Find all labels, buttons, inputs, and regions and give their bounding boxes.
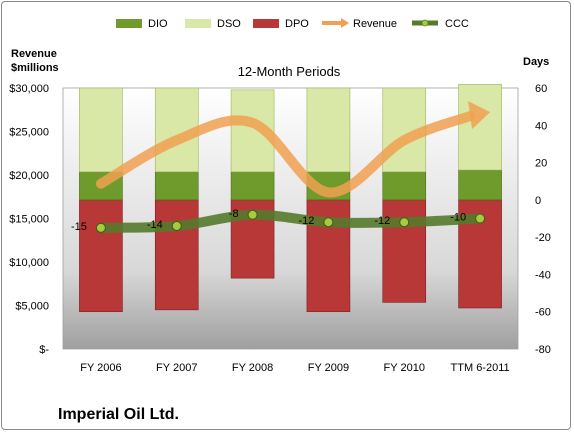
bar-dio (230, 171, 275, 201)
y-right-tick-label: -60 (535, 307, 551, 319)
ccc-point (475, 213, 486, 224)
revenue-series (95, 101, 491, 198)
y-left-tick-label: $5,000 (15, 301, 49, 313)
ccc-data-label: -8 (229, 208, 239, 220)
y-left-tick-label: $10,000 (9, 257, 49, 269)
x-axis-categories: FY 2006 FY 2007 FY 2008 FY 2009 FY 2010 TTM 6… (80, 362, 509, 374)
chart-title: 12-Month Periods (238, 64, 341, 79)
bar-series (79, 83, 502, 313)
bar-dso (79, 87, 123, 173)
y-axis-left-ticks: $- $5,000 $10,000 $15,000 $20,000 $25,000 $30,… (9, 83, 49, 356)
bar-dio (458, 169, 502, 201)
ccc-point (323, 217, 334, 228)
ccc-data-label: -14 (147, 219, 163, 231)
ccc-point (171, 220, 182, 231)
ccc-point (247, 209, 258, 220)
ccc-data-label: -12 (299, 215, 315, 227)
y-right-tick-label: -40 (535, 269, 551, 281)
y-left-tick-label: $30,000 (9, 83, 49, 95)
ccc-point (95, 222, 106, 233)
y-axis-right-label: Days (523, 56, 549, 68)
legend-label-revenue: Revenue (353, 18, 397, 30)
legend: DIO DSO DPO Revenue CCC (116, 18, 469, 30)
x-tick-label: FY 2008 (232, 362, 273, 374)
x-tick-label: FY 2010 (384, 362, 425, 374)
legend-label-dso: DSO (217, 18, 241, 30)
y-right-tick-label: 60 (535, 83, 547, 95)
x-tick-label: FY 2006 (80, 362, 121, 374)
legend-marker-ccc (421, 19, 429, 27)
x-tick-label: TTM 6-2011 (451, 362, 510, 374)
bar-dio (382, 171, 427, 201)
legend-label-dio: DIO (148, 18, 168, 30)
x-tick-label: FY 2007 (156, 362, 197, 374)
bar-dso (306, 87, 351, 173)
y-right-tick-label: 40 (535, 120, 547, 132)
y-right-tick-label: -80 (535, 344, 551, 356)
legend-swatch-dio (116, 19, 142, 28)
revenue-arrowhead (468, 101, 491, 130)
legend-swatch-dso (185, 19, 211, 28)
y-left-tick-label: $20,000 (9, 170, 49, 182)
bar-dio (154, 171, 199, 201)
bar-dpo (79, 199, 123, 313)
y-axis-left-label-line2: $millions (11, 62, 59, 74)
y-right-tick-label: 0 (535, 195, 541, 207)
y-left-tick-label: $25,000 (9, 127, 49, 139)
x-tick-label: FY 2009 (308, 362, 349, 374)
legend-swatch-dpo (253, 19, 279, 28)
ccc-data-label: -10 (450, 212, 466, 224)
chart-svg: DIO DSO DPO Revenue CCC Revenue $million… (9, 18, 551, 374)
ccc-data-label: -12 (374, 215, 390, 227)
y-right-tick-label: -20 (535, 232, 551, 244)
ccc-line (95, 209, 486, 233)
y-right-tick-label: 20 (535, 158, 547, 170)
company-name: Imperial Oil Ltd. (58, 406, 179, 423)
y-axis-right-ticks: -80 -60 -40 -20 0 20 40 60 (535, 83, 551, 356)
bar-dpo (154, 199, 199, 311)
y-left-tick-label: $- (39, 344, 49, 356)
bar-dso (458, 83, 502, 171)
ccc-point (399, 217, 410, 228)
ccc-series: -15 -14 -8 -12 -12 -10 (71, 208, 486, 233)
legend-label-ccc: CCC (445, 18, 469, 30)
legend-arrow-revenue (341, 18, 349, 28)
y-left-tick-label: $15,000 (9, 214, 49, 226)
revenue-line (95, 111, 476, 198)
y-axis-left-label-line1: Revenue (11, 48, 57, 60)
ccc-data-label: -15 (71, 221, 87, 233)
legend-label-dpo: DPO (285, 18, 309, 30)
